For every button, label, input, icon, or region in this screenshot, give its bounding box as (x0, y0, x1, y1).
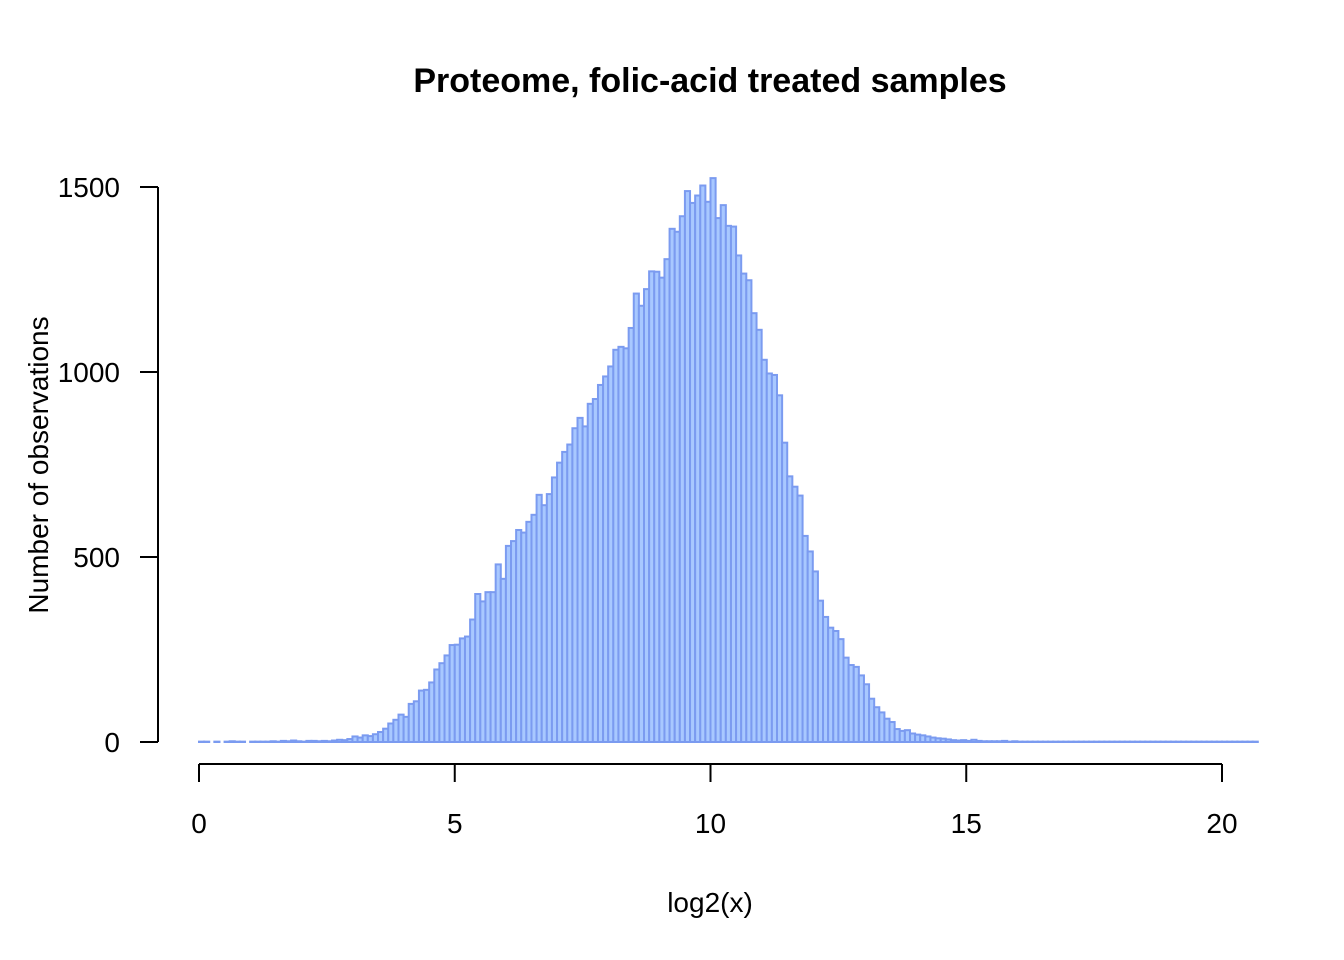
x-tick-label: 5 (447, 808, 463, 839)
y-tick-label: 0 (104, 727, 120, 758)
x-tick-label: 0 (191, 808, 207, 839)
x-axis-label: log2(x) (667, 887, 753, 918)
bars-group (198, 177, 1259, 744)
x-axis-ticks: 0 5 10 15 20 (191, 764, 1238, 839)
y-axis-label: Number of observations (23, 316, 54, 613)
x-tick-label: 20 (1206, 808, 1237, 839)
chart-title: Proteome, folic-acid treated samples (413, 62, 1006, 100)
y-tick-label: 1500 (58, 172, 120, 203)
y-axis-ticks: 0 500 1000 1500 (58, 172, 158, 758)
y-tick-label: 500 (73, 542, 120, 573)
y-tick-label: 1000 (58, 357, 120, 388)
x-tick-label: 10 (695, 808, 726, 839)
x-tick-label: 15 (951, 808, 982, 839)
